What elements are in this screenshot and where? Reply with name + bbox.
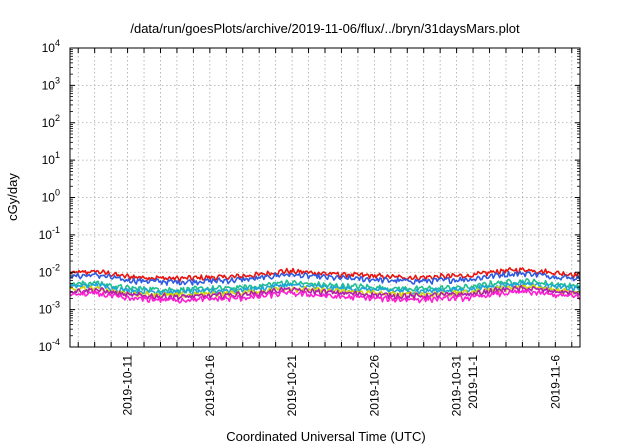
x-tick-label: 2019-10-16 — [203, 355, 217, 417]
series-line — [69, 266, 581, 283]
x-ticks: 2019-10-11 2019-10-16 2019-10-21 2019-10-26… — [77, 48, 573, 417]
y-tick-label: 10-3 — [39, 300, 60, 317]
y-tick-label: 103 — [42, 75, 60, 92]
y-tick-label: 101 — [42, 150, 60, 167]
x-tick-label: 2019-10-11 — [121, 355, 135, 416]
series-line — [69, 284, 581, 301]
x-axis-label: Coordinated Universal Time (UTC) — [226, 429, 425, 444]
series-line — [69, 270, 581, 286]
plot-frame — [69, 47, 581, 348]
y-tick-label: 100 — [42, 188, 60, 205]
y-tick-label: 10-2 — [39, 262, 60, 279]
series-lines — [69, 266, 581, 304]
y-tick-label: 10-4 — [39, 337, 60, 354]
y-tick-label: 102 — [42, 113, 60, 130]
y-tick-label: 10-1 — [39, 225, 60, 242]
series-line — [69, 288, 581, 304]
x-tick-label: 2019-10-26 — [367, 355, 381, 417]
x-tick-label: 2019-11-6 — [548, 355, 562, 409]
grid — [70, 48, 580, 347]
x-tick-label: 2019-11-1 — [466, 355, 480, 409]
y-tick-label: 104 — [42, 38, 60, 55]
y-axis-label: cGy/day — [5, 173, 20, 221]
series-line — [69, 278, 581, 294]
chart-title: /data/run/goesPlots/archive/2019-11-06/f… — [130, 21, 520, 36]
x-tick-label: 2019-10-21 — [285, 355, 299, 417]
x-tick-label: 2019-10-31 — [450, 355, 464, 417]
